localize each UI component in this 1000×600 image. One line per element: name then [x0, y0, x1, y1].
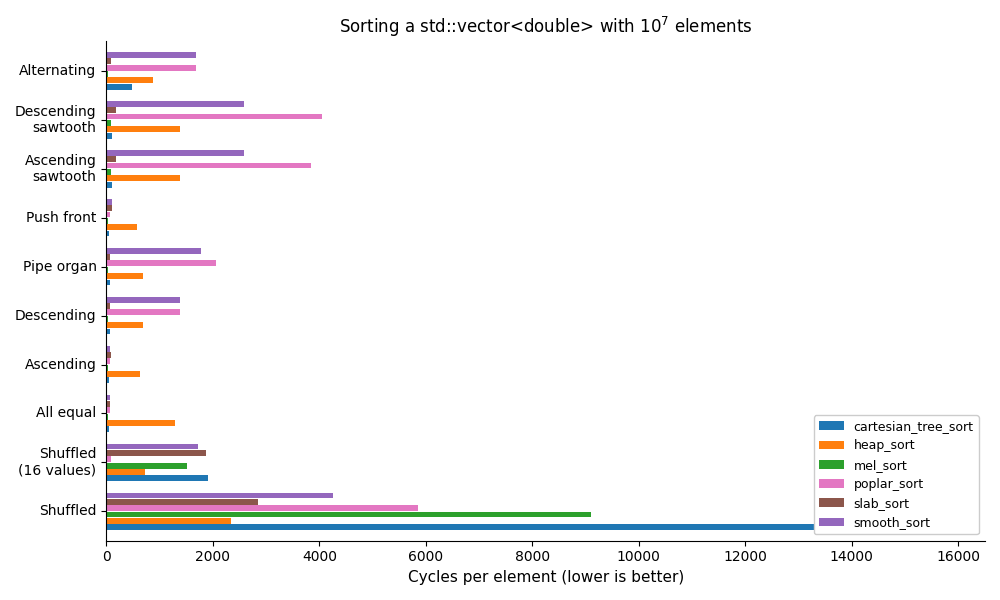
Bar — [106, 52, 196, 58]
Bar — [106, 175, 180, 181]
Bar — [106, 156, 116, 162]
Bar — [106, 499, 258, 505]
Bar — [106, 365, 108, 371]
Bar — [106, 329, 110, 334]
Bar — [106, 84, 132, 89]
Bar — [106, 414, 108, 419]
Bar — [106, 260, 216, 266]
Bar — [106, 273, 143, 279]
Bar — [106, 101, 244, 107]
Bar — [106, 71, 108, 77]
Bar — [106, 371, 140, 377]
Bar — [106, 469, 145, 475]
Bar — [106, 463, 187, 469]
Bar — [106, 512, 591, 517]
Bar — [106, 58, 111, 64]
Bar — [106, 169, 111, 175]
Bar — [106, 303, 110, 309]
Bar — [106, 427, 109, 432]
Bar — [106, 199, 112, 205]
Bar — [106, 322, 143, 328]
Bar — [106, 280, 110, 286]
Bar — [106, 127, 180, 132]
Bar — [106, 505, 418, 511]
X-axis label: Cycles per element (lower is better): Cycles per element (lower is better) — [408, 570, 684, 585]
Bar — [106, 150, 244, 156]
Bar — [106, 310, 180, 315]
Bar — [106, 346, 110, 352]
Bar — [106, 163, 311, 169]
Bar — [106, 230, 109, 236]
Bar — [106, 401, 110, 407]
Bar — [106, 518, 231, 524]
Bar — [106, 524, 958, 530]
Bar — [106, 475, 208, 481]
Bar — [106, 267, 108, 273]
Bar — [106, 358, 110, 364]
Bar — [106, 248, 201, 254]
Bar — [106, 420, 175, 426]
Bar — [106, 456, 111, 462]
Bar — [106, 120, 111, 126]
Bar — [106, 407, 110, 413]
Bar — [106, 133, 112, 139]
Bar — [106, 218, 108, 224]
Bar — [106, 297, 180, 302]
Bar — [106, 212, 110, 217]
Bar — [106, 493, 333, 499]
Bar — [106, 205, 112, 211]
Bar — [106, 65, 196, 71]
Bar — [106, 395, 110, 400]
Bar — [106, 224, 137, 230]
Bar — [106, 352, 111, 358]
Bar — [106, 377, 109, 383]
Bar — [106, 77, 153, 83]
Bar — [106, 182, 112, 188]
Title: Sorting a std::vector<double> with $10^7$ elements: Sorting a std::vector<double> with $10^7… — [339, 15, 752, 39]
Bar — [106, 443, 198, 449]
Legend: cartesian_tree_sort, heap_sort, mel_sort, poplar_sort, slab_sort, smooth_sort: cartesian_tree_sort, heap_sort, mel_sort… — [814, 415, 979, 535]
Bar — [106, 254, 110, 260]
Bar — [106, 316, 108, 322]
Bar — [106, 113, 322, 119]
Bar — [106, 107, 116, 113]
Bar — [106, 450, 206, 456]
